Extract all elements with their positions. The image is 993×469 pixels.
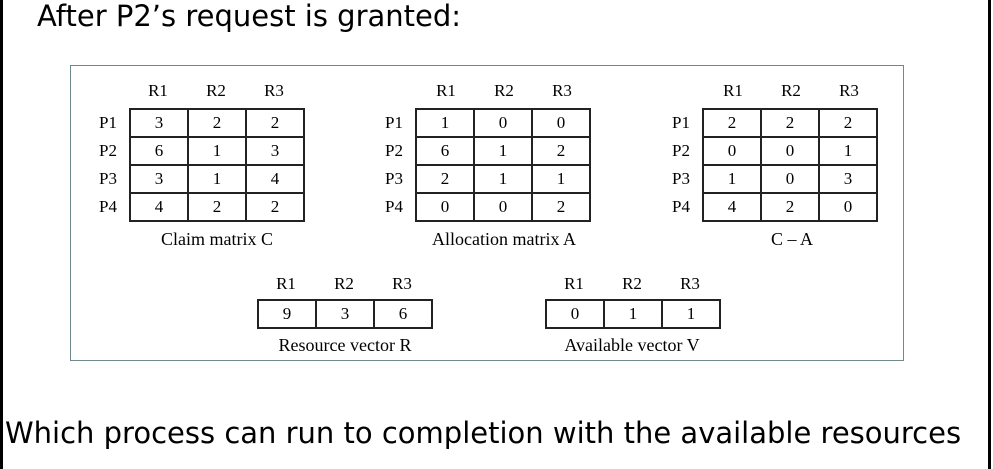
matrix-cell: 4: [247, 166, 303, 192]
matrix-grid: 2 2 2 0 0 1 1 0 3 4 2 0: [702, 108, 878, 222]
matrix-grid: 1 0 0 6 1 2 2 1 1 0 0 2: [415, 108, 591, 222]
vector-grid: 9 3 6: [257, 299, 433, 329]
need-matrix: R1 R2 R3 P1 P2 P3 P4 2 2 2 0 0 1 1 0 3 4…: [647, 66, 903, 266]
matrix-cell: 1: [189, 166, 245, 192]
question-text: Which process can run to completion with…: [5, 416, 962, 450]
matrix-cell: 3: [131, 110, 187, 136]
matrix-cell: 0: [762, 166, 818, 192]
matrix-cell: 1: [820, 138, 876, 164]
row-label: P2: [385, 141, 403, 160]
row-label: P3: [385, 169, 403, 188]
available-vector: R1 R2 R3 0 1 1 Available vector V: [545, 266, 745, 360]
matrix-cell: 2: [533, 194, 589, 220]
matrix-cell: 6: [131, 138, 187, 164]
matrix-cell: 0: [475, 194, 531, 220]
row-label: P4: [99, 197, 117, 216]
matrix-cell: 0: [820, 194, 876, 220]
matrix-cell: 4: [704, 194, 760, 220]
matrix-caption: C – A: [770, 229, 813, 249]
resource-allocation-figure: R1 R2 R3 P1 P2 P3 P4 3 2 2 6 1 3 3 1 4 4…: [70, 65, 904, 361]
vector-grid: 0 1 1: [545, 299, 721, 329]
left-border: [0, 0, 3, 469]
column-header: R2: [781, 81, 801, 100]
matrix-cell: 2: [247, 110, 303, 136]
row-label: P2: [672, 141, 690, 160]
matrix-cell: 2: [247, 194, 303, 220]
matrix-caption: Claim matrix C: [161, 229, 273, 249]
row-label: P1: [99, 113, 117, 132]
row-label: P1: [385, 113, 403, 132]
column-header: R2: [494, 81, 514, 100]
right-border: [988, 0, 991, 469]
matrix-cell: 0: [704, 138, 760, 164]
row-label: P4: [385, 197, 403, 216]
column-header: R1: [276, 274, 296, 293]
column-header: R1: [564, 274, 584, 293]
matrix-cell: 3: [820, 166, 876, 192]
column-header: R3: [392, 274, 412, 293]
matrix-cell: 2: [189, 194, 245, 220]
matrix-caption: Allocation matrix A: [432, 229, 576, 249]
matrix-cell: 1: [475, 166, 531, 192]
matrix-cell: 4: [131, 194, 187, 220]
matrix-cell: 2: [762, 194, 818, 220]
matrix-cell: 3: [131, 166, 187, 192]
row-label: P3: [99, 169, 117, 188]
matrix-cell: 1: [475, 138, 531, 164]
column-header: R2: [622, 274, 642, 293]
matrix-cell: 0: [417, 194, 473, 220]
matrix-cell: 0: [762, 138, 818, 164]
matrix-cell: 2: [533, 138, 589, 164]
matrix-cell: 2: [820, 110, 876, 136]
row-label: P1: [672, 113, 690, 132]
matrix-cell: 6: [417, 138, 473, 164]
matrix-cell: 2: [704, 110, 760, 136]
matrix-cell: 1: [533, 166, 589, 192]
resource-vector: R1 R2 R3 9 3 6 Resource vector R: [257, 266, 437, 360]
vector-cell: 3: [317, 301, 373, 327]
column-header: R3: [264, 81, 284, 100]
vector-caption: Available vector V: [564, 335, 700, 355]
column-header: R1: [148, 81, 168, 100]
vector-cell: 0: [547, 301, 603, 327]
matrix-cell: 2: [417, 166, 473, 192]
vector-cell: 6: [375, 301, 431, 327]
matrix-cell: 1: [189, 138, 245, 164]
row-label: P4: [672, 197, 690, 216]
column-header: R2: [334, 274, 354, 293]
column-header: R3: [839, 81, 859, 100]
matrix-cell: 1: [417, 110, 473, 136]
vector-cell: 1: [663, 301, 719, 327]
row-label: P2: [99, 141, 117, 160]
matrix-cell: 2: [762, 110, 818, 136]
matrix-cell: 0: [533, 110, 589, 136]
row-label: P3: [672, 169, 690, 188]
column-header: R3: [680, 274, 700, 293]
matrix-cell: 2: [189, 110, 245, 136]
matrix-cell: 1: [704, 166, 760, 192]
slide-title: After P2’s request is granted:: [37, 0, 462, 33]
matrix-grid: 3 2 2 6 1 3 3 1 4 4 2 2: [129, 108, 305, 222]
matrix-cell: 0: [475, 110, 531, 136]
vector-cell: 1: [605, 301, 661, 327]
matrix-cell: 3: [247, 138, 303, 164]
allocation-matrix: R1 R2 R3 P1 P2 P3 P4 1 0 0 6 1 2 2 1 1 0…: [359, 66, 619, 266]
column-header: R1: [436, 81, 456, 100]
column-header: R3: [552, 81, 572, 100]
vector-cell: 9: [259, 301, 315, 327]
column-header: R2: [206, 81, 226, 100]
vector-caption: Resource vector R: [278, 335, 412, 355]
claim-matrix: R1 R2 R3 P1 P2 P3 P4 3 2 2 6 1 3 3 1 4 4…: [71, 66, 903, 360]
column-header: R1: [723, 81, 743, 100]
